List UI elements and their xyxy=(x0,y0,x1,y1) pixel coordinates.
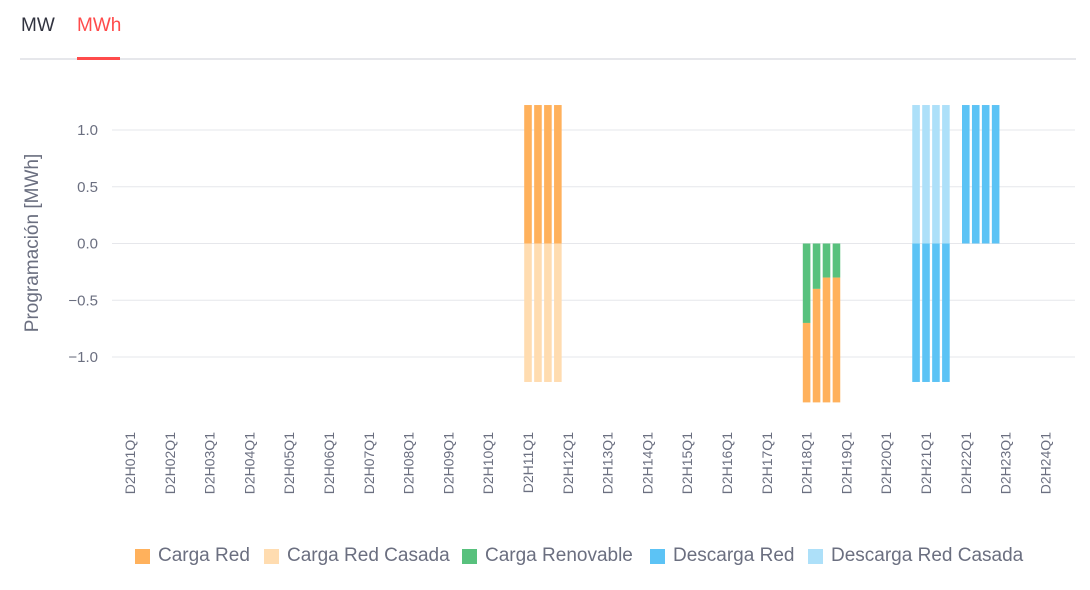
bar-segment-descarga-red xyxy=(981,105,990,244)
legend-label: Descarga Red Casada xyxy=(831,545,1024,566)
active-tab-indicator xyxy=(77,57,120,60)
legend-swatch xyxy=(264,548,279,564)
bar-segment-descarga-red xyxy=(922,243,930,382)
bar-segment-carga-red xyxy=(554,105,562,244)
legend-item-carga-renovable[interactable]: Carga Renovable xyxy=(462,543,633,569)
bar-segment-carga-red xyxy=(802,322,811,403)
tab-mwh[interactable]: MWh xyxy=(77,15,122,36)
x-tick-label: D2H14Q1 xyxy=(639,432,655,494)
bar-segment-descarga-red xyxy=(942,243,950,382)
tab-mw[interactable]: MW xyxy=(21,15,55,36)
y-tick-label: 0.0 xyxy=(77,236,98,253)
bar-segment-descarga-red-casada xyxy=(932,105,940,244)
legend-item-descarga-red-casada[interactable]: Descarga Red Casada xyxy=(808,543,1023,569)
x-tick-label: D2H20Q1 xyxy=(878,432,894,494)
bar-segment-carga-renovable xyxy=(822,243,831,278)
x-tick-label: D2H11Q1 xyxy=(520,432,536,493)
bar-segment-descarga-red xyxy=(962,105,970,244)
x-tick-label: D2H22Q1 xyxy=(958,432,974,494)
bar-segment-carga-renovable xyxy=(832,243,841,278)
bar-segment-carga-red xyxy=(544,105,552,244)
x-tick-label: D2H02Q1 xyxy=(162,432,178,494)
x-tick-label: D2H24Q1 xyxy=(1037,432,1053,494)
x-tick-label: D2H17Q1 xyxy=(759,432,775,494)
legend-item-descarga-red[interactable]: Descarga Red xyxy=(650,543,794,569)
x-tick-label: D2H19Q1 xyxy=(838,432,854,494)
bar-segment-carga-red-casada xyxy=(524,243,532,382)
bar-segment-carga-red xyxy=(822,277,831,403)
legend-label: Carga Red xyxy=(158,545,250,566)
x-tick-label: D2H15Q1 xyxy=(679,432,695,494)
legend-swatch xyxy=(135,548,150,564)
tab-bar: MW MWh xyxy=(20,0,1076,60)
x-tick-label: D2H05Q1 xyxy=(281,432,297,494)
x-tick-label: D2H01Q1 xyxy=(122,432,138,494)
x-tick-label: D2H21Q1 xyxy=(918,432,934,494)
x-tick-label: D2H08Q1 xyxy=(401,432,417,494)
bar-segment-descarga-red-casada xyxy=(942,105,950,244)
y-tick-label: −0.5 xyxy=(68,292,98,309)
chart-legend: Carga Red Carga Red Casada Carga Renovab… xyxy=(0,543,1090,569)
x-tick-label: D2H12Q1 xyxy=(560,432,576,494)
legend-label: Carga Red Casada xyxy=(287,545,450,566)
x-tick-label: D2H09Q1 xyxy=(440,432,456,494)
legend-label: Descarga Red xyxy=(673,545,795,566)
legend-swatch xyxy=(650,548,665,564)
x-tick-label: D2H03Q1 xyxy=(202,432,218,494)
y-tick-label: −1.0 xyxy=(68,349,98,366)
bar-segment-descarga-red xyxy=(991,105,1000,244)
bar-segment-carga-red xyxy=(524,105,532,244)
legend-item-carga-red-casada[interactable]: Carga Red Casada xyxy=(264,543,450,569)
legend-swatch xyxy=(462,548,477,564)
bar-segment-carga-red xyxy=(812,288,821,403)
y-tick-label: 1.0 xyxy=(77,122,98,139)
bar-segment-carga-renovable xyxy=(812,243,821,289)
bar-segment-carga-red-casada xyxy=(554,243,562,382)
x-tick-label: D2H06Q1 xyxy=(321,432,337,494)
bar-segment-descarga-red xyxy=(912,243,920,382)
bar-segment-carga-renovable xyxy=(802,243,811,323)
bar-segment-descarga-red-casada xyxy=(922,105,930,244)
y-axis-label: Programación [MWh] xyxy=(22,154,43,332)
bar-segment-descarga-red-casada xyxy=(912,105,920,244)
bar-segment-carga-red-casada xyxy=(534,243,542,382)
y-tick-label: 0.5 xyxy=(77,179,98,196)
x-tick-label: D2H16Q1 xyxy=(719,432,735,494)
bar-segment-carga-red xyxy=(832,277,841,403)
x-tick-label: D2H07Q1 xyxy=(361,432,377,494)
x-tick-label: D2H10Q1 xyxy=(480,432,496,494)
legend-item-carga-red[interactable]: Carga Red xyxy=(135,543,250,569)
stacked-bar-chart: Programación [MWh] 1.0 0.5 0.0 −0.5 −1.0 D2H01… xyxy=(22,105,1075,494)
bar-segment-descarga-red xyxy=(971,105,980,244)
legend-label: Carga Renovable xyxy=(485,545,633,566)
x-tick-label: D2H04Q1 xyxy=(241,432,257,494)
legend-swatch xyxy=(808,548,823,564)
x-tick-label: D2H18Q1 xyxy=(799,432,815,494)
x-tick-label: D2H23Q1 xyxy=(998,432,1014,494)
x-tick-label: D2H13Q1 xyxy=(600,432,616,494)
bar-segment-carga-red-casada xyxy=(544,243,552,382)
bar-segment-carga-red xyxy=(534,105,542,244)
bar-segment-descarga-red xyxy=(932,243,940,382)
